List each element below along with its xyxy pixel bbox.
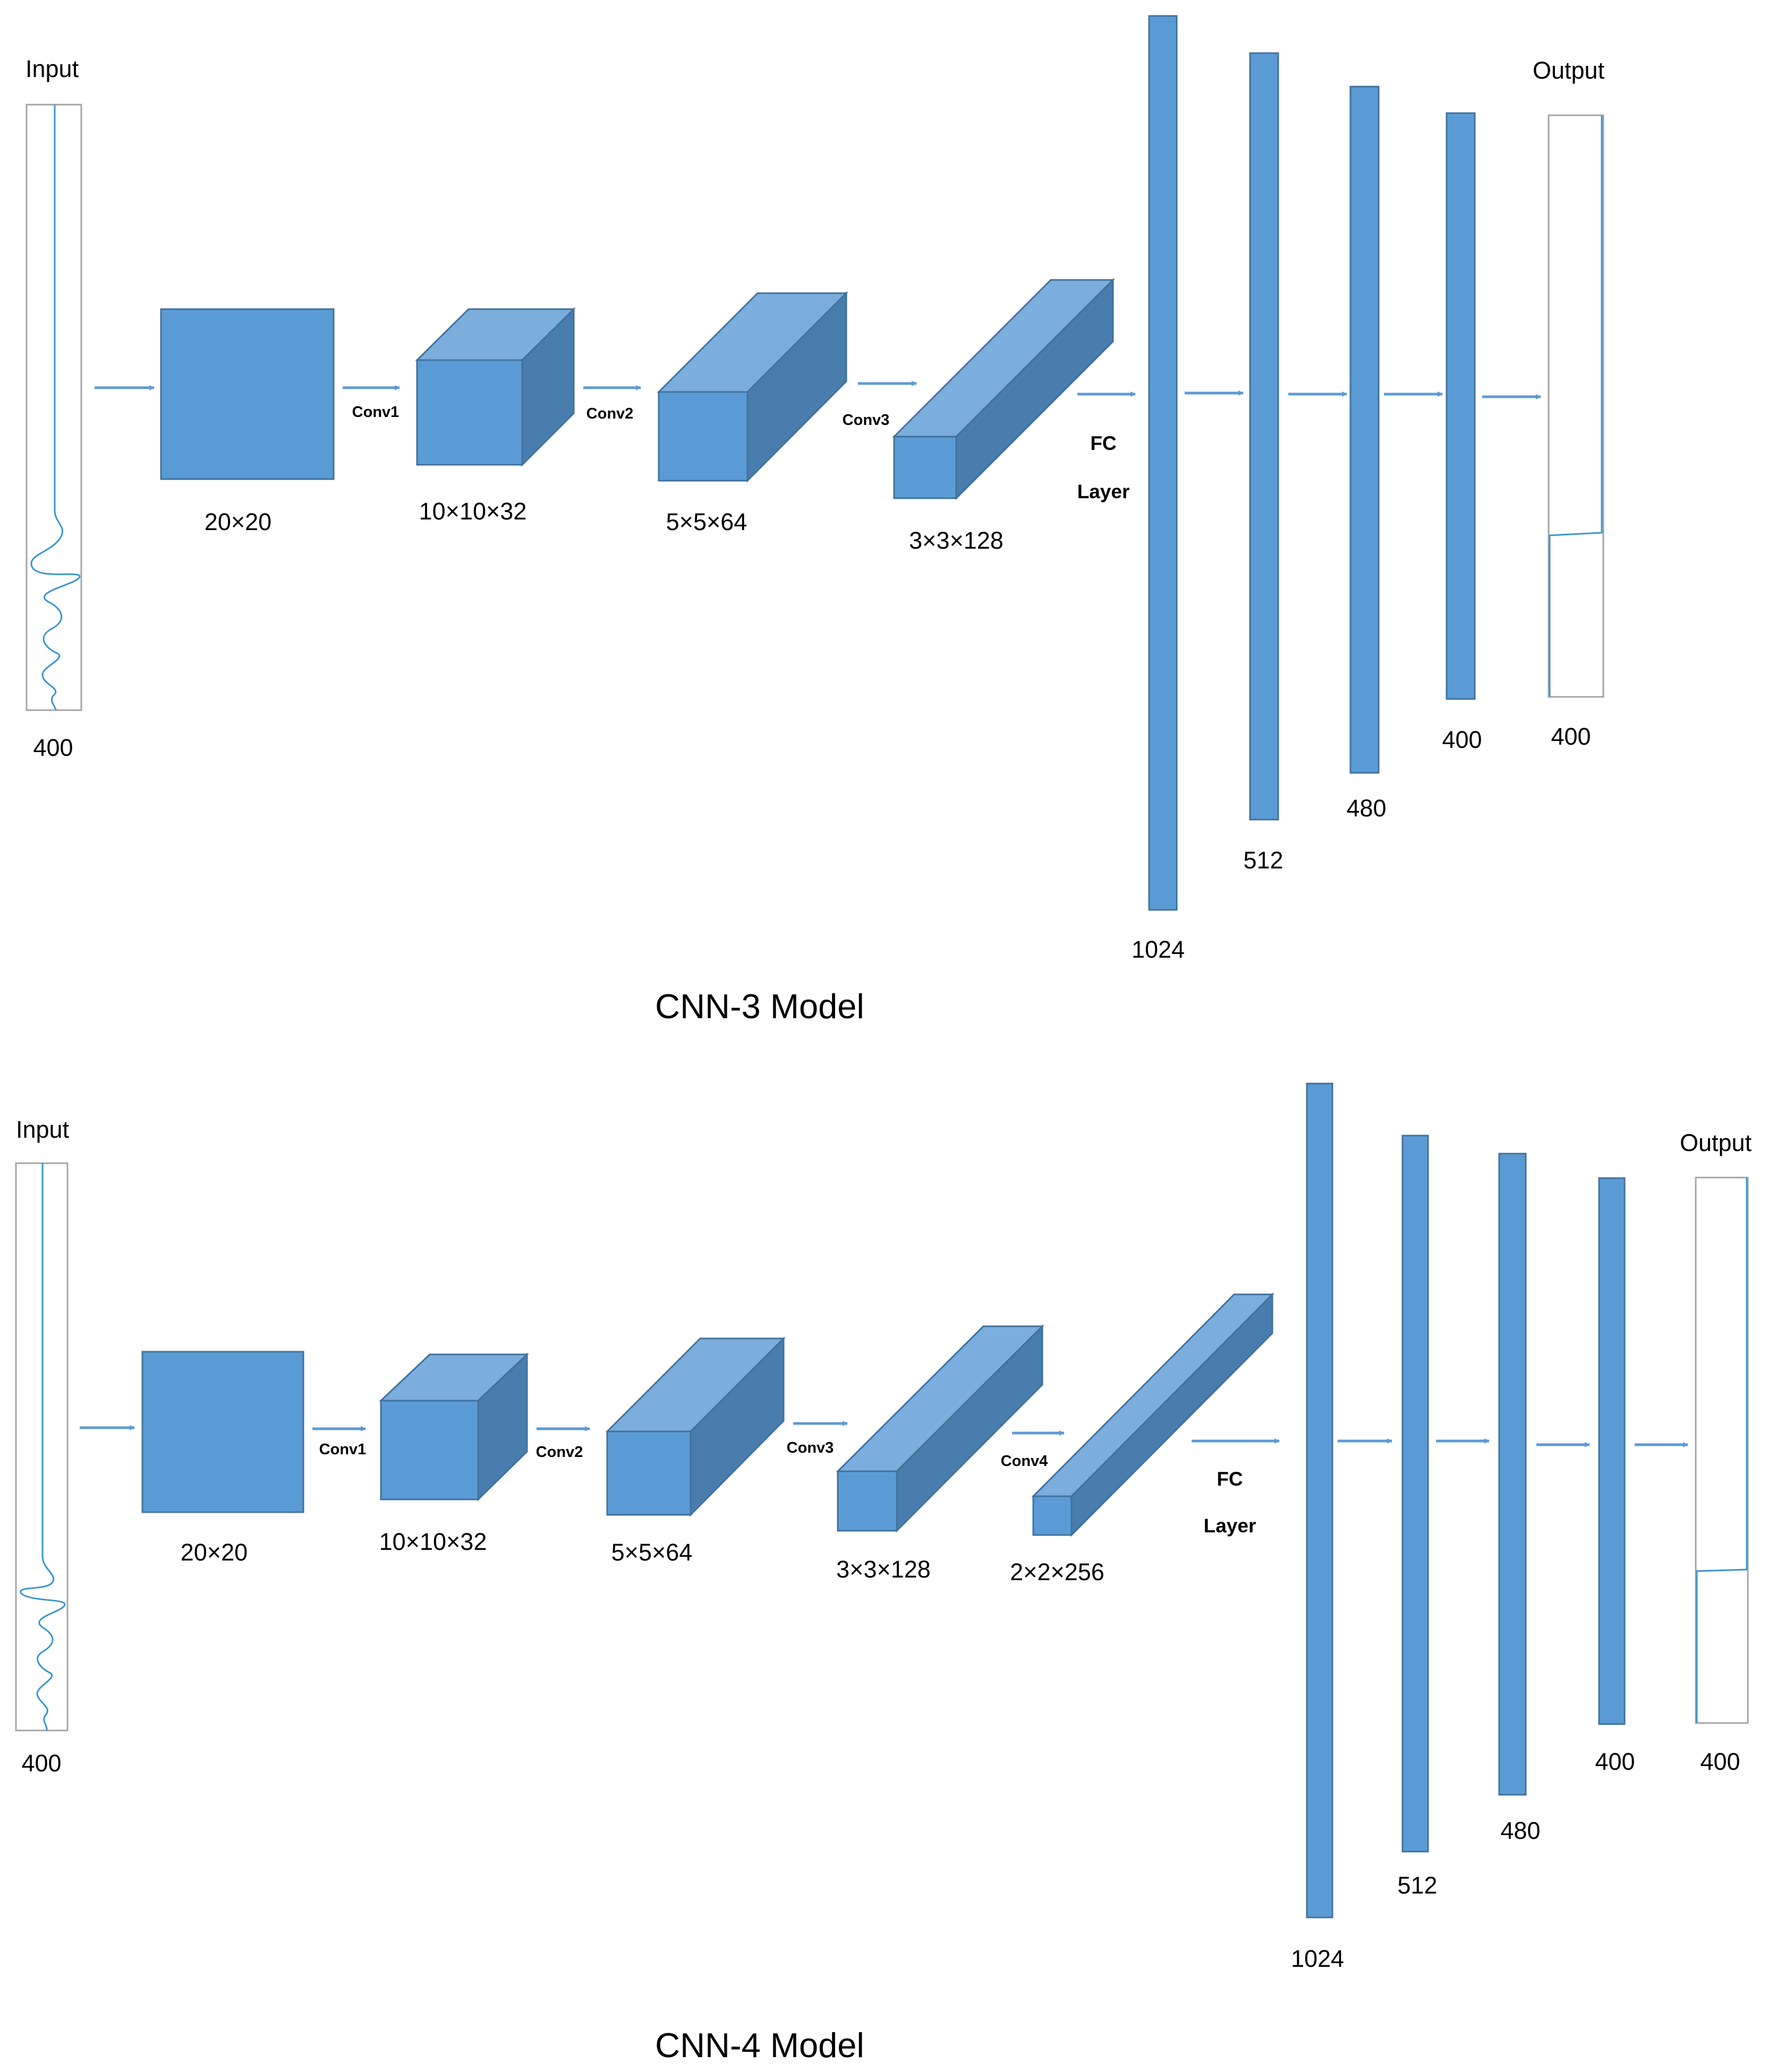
cnn4-dense-400-label: 400 [1595,1748,1635,1775]
cnn4-input-label: Input [16,1116,70,1143]
cnn4-dense-512 [1401,1135,1429,1853]
cnn3-dense-1024-label: 1024 [1132,936,1185,963]
cnn4-output-size: 400 [1700,1748,1740,1775]
cnn4-conv3-label: Conv3 [787,1439,834,1456]
cnn3-output-waveform [1549,115,1603,697]
cnn3-box-5x5x64 [657,291,848,483]
cnn3-dense-480-label: 480 [1346,795,1386,822]
cnn3-dense-480 [1349,86,1380,774]
cnn3-dense-512 [1249,52,1279,821]
cnn3-input-size: 400 [33,734,73,761]
cnn4-input-signal [15,1162,69,1732]
cnn3-conv3-label: Conv3 [843,412,890,429]
cnn4-feature-map-20x20 [141,1351,304,1513]
cnn3-dims-3x3x128: 3×3×128 [909,527,1004,554]
cnn4-box-3x3x128 [836,1324,1044,1533]
cnn3-dense-1024 [1148,15,1178,911]
cnn3-fc-label: FC [1090,432,1116,454]
cnn3-dense-400-label: 400 [1442,726,1482,753]
cnn3-dims-20x20: 20×20 [205,508,271,535]
cnn4-fc-label-layer: Layer [1204,1515,1256,1537]
cnn3-input-signal [26,104,82,711]
cnn3-box-3x3x128 [892,278,1115,500]
cnn4-conv4-label: Conv4 [1001,1453,1048,1470]
cnn4-dims-3x3x128: 3×3×128 [836,1556,931,1583]
cnn4-dense-480-label: 480 [1500,1817,1540,1844]
cnn4-cube-10x10x32 [379,1352,529,1502]
cnn4-dims-2x2x256: 2×2×256 [1010,1558,1104,1585]
cnn4-box-5x5x64 [605,1336,786,1517]
cnn4-output-label: Output [1680,1129,1752,1156]
cnn4-model: Input 400 20×20 Conv1 10×10×32 Conv2 5×5… [15,1082,1752,2065]
cnn3-fc-label-layer: Layer [1077,481,1130,502]
cnn3-title: CNN-3 Model [655,987,864,1026]
cnn4-output-signal [1695,1176,1749,1724]
cnn3-conv1-label: Conv1 [352,404,400,421]
cnn3-dense-512-label: 512 [1243,847,1283,874]
cnn3-dims-5x5x64: 5×5×64 [666,508,747,535]
cnn4-input-size: 400 [21,1750,61,1777]
cnn4-conv2-label: Conv2 [536,1444,583,1461]
cnn4-dense-400 [1598,1177,1626,1725]
cnn4-dims-10x10x32: 10×10×32 [379,1528,487,1555]
cnn3-feature-map-20x20 [160,308,335,480]
cnn3-output-label: Output [1533,57,1605,84]
cnn4-conv1-label: Conv1 [319,1441,367,1458]
cnn4-title: CNN-4 Model [655,2026,864,2065]
cnn4-dims-5x5x64: 5×5×64 [611,1539,693,1566]
cnn4-input-waveform [20,1163,66,1731]
cnn3-cube-10x10x32 [415,307,576,467]
cnn4-dense-480 [1498,1153,1527,1796]
cnn3-output-size: 400 [1551,723,1591,750]
cnn4-box-2x2x256 [1031,1292,1274,1537]
cnn3-input-waveform [30,105,81,711]
cnn3-input-label: Input [26,55,79,82]
cnn3-dense-400 [1446,112,1476,700]
cnn4-dense-1024-label: 1024 [1291,1945,1344,1972]
cnn4-dense-1024 [1306,1082,1333,1918]
cnn3-output-signal [1548,114,1604,698]
cnn4-dims-20x20: 20×20 [181,1539,248,1566]
cnn3-model: Input 400 20×20 Conv1 10×10×32 Conv2 5×5… [26,15,1605,1026]
cnn3-conv2-label: Conv2 [586,405,634,422]
cnn4-fc-label: FC [1217,1468,1243,1490]
cnn4-output-waveform [1696,1178,1748,1723]
cnn3-dims-10x10x32: 10×10×32 [419,498,527,525]
cnn4-dense-512-label: 512 [1397,1872,1437,1899]
